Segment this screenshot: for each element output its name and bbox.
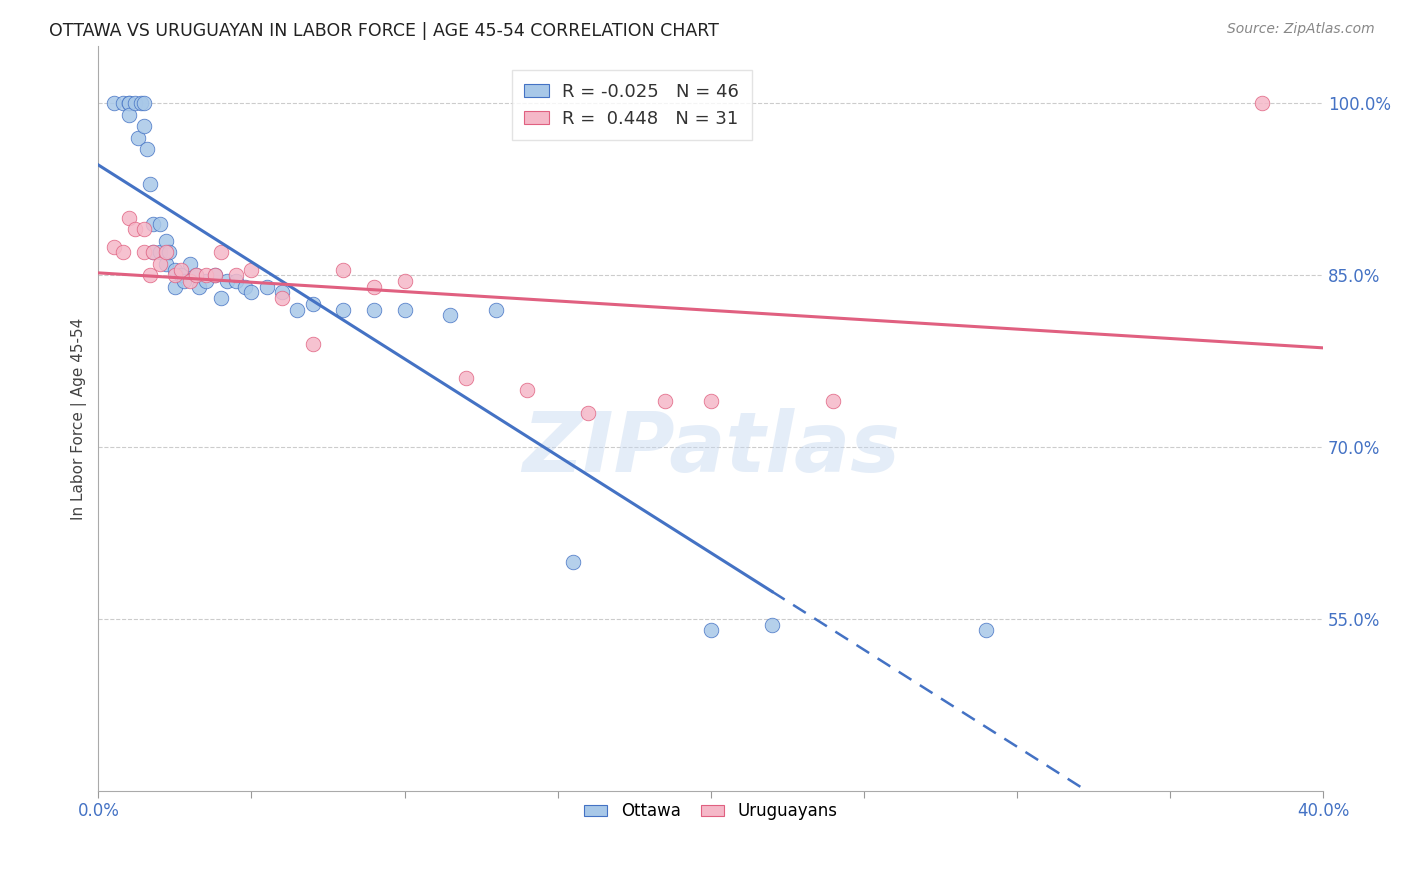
Point	[576, 406, 599, 420]
Point	[142, 217, 165, 231]
Point	[394, 302, 416, 317]
Point	[179, 257, 201, 271]
Point	[111, 245, 134, 260]
Point	[194, 268, 217, 283]
Point	[204, 268, 226, 283]
Point	[454, 371, 477, 385]
Point	[134, 222, 156, 236]
Point	[332, 262, 354, 277]
Point	[103, 239, 125, 253]
Text: ZIPatlas: ZIPatlas	[522, 408, 900, 489]
Point	[209, 245, 232, 260]
Point	[103, 96, 125, 111]
Point	[332, 302, 354, 317]
Point	[225, 274, 247, 288]
Point	[163, 268, 186, 283]
Point	[118, 108, 141, 122]
Point	[136, 142, 159, 156]
Point	[118, 96, 141, 111]
Point	[562, 555, 585, 569]
Point	[157, 245, 180, 260]
Point	[761, 617, 783, 632]
Point	[129, 96, 152, 111]
Point	[976, 624, 998, 638]
Point	[363, 279, 385, 293]
Point	[186, 268, 208, 283]
Point	[155, 234, 177, 248]
Point	[142, 245, 165, 260]
Point	[118, 211, 141, 225]
Point	[271, 291, 294, 305]
Point	[215, 274, 238, 288]
Point	[194, 274, 217, 288]
Point	[124, 96, 146, 111]
Point	[149, 217, 172, 231]
Point	[225, 268, 247, 283]
Point	[173, 274, 195, 288]
Point	[233, 279, 256, 293]
Point	[139, 177, 162, 191]
Point	[439, 309, 461, 323]
Point	[271, 285, 294, 300]
Point	[240, 285, 263, 300]
Point	[179, 274, 201, 288]
Point	[134, 96, 156, 111]
Point	[186, 268, 208, 283]
Point	[301, 337, 323, 351]
Point	[204, 268, 226, 283]
Point	[155, 245, 177, 260]
Point	[287, 302, 309, 317]
Point	[823, 394, 845, 409]
Legend: Ottawa, Uruguayans: Ottawa, Uruguayans	[578, 796, 844, 827]
Point	[155, 257, 177, 271]
Point	[149, 245, 172, 260]
Point	[139, 268, 162, 283]
Text: Source: ZipAtlas.com: Source: ZipAtlas.com	[1227, 22, 1375, 37]
Point	[149, 257, 172, 271]
Y-axis label: In Labor Force | Age 45-54: In Labor Force | Age 45-54	[72, 318, 87, 519]
Point	[700, 624, 723, 638]
Point	[142, 245, 165, 260]
Point	[1251, 96, 1274, 111]
Point	[654, 394, 676, 409]
Point	[170, 262, 193, 277]
Point	[170, 268, 193, 283]
Point	[240, 262, 263, 277]
Point	[163, 279, 186, 293]
Point	[516, 383, 538, 397]
Point	[700, 394, 723, 409]
Point	[256, 279, 278, 293]
Point	[124, 222, 146, 236]
Text: OTTAWA VS URUGUAYAN IN LABOR FORCE | AGE 45-54 CORRELATION CHART: OTTAWA VS URUGUAYAN IN LABOR FORCE | AGE…	[49, 22, 718, 40]
Point	[134, 245, 156, 260]
Point	[363, 302, 385, 317]
Point	[127, 131, 149, 145]
Point	[163, 262, 186, 277]
Point	[209, 291, 232, 305]
Point	[188, 279, 211, 293]
Point	[301, 297, 323, 311]
Point	[134, 120, 156, 134]
Point	[111, 96, 134, 111]
Point	[394, 274, 416, 288]
Point	[118, 96, 141, 111]
Point	[485, 302, 508, 317]
